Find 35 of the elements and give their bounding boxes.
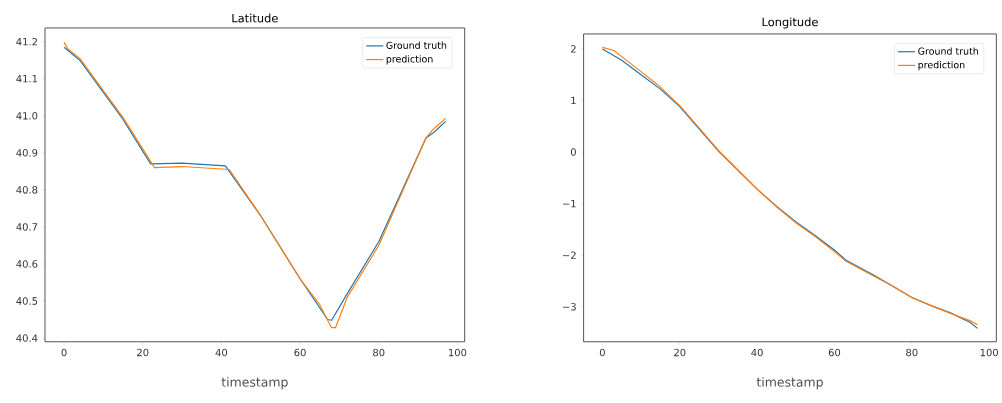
legend-label: Ground truth [386,41,447,50]
x-tick-label: 40 [215,348,228,357]
legend-label: prediction [918,61,965,71]
x-tick-label: 20 [137,348,149,357]
x-tick-label: 60 [828,348,841,357]
legend-label: Ground truth [918,47,978,55]
y-tick-label: 41.1 [16,75,38,83]
y-tick-label: −2 [562,251,576,259]
x-tick-label: 60 [294,348,306,357]
x-tick-label: 20 [674,348,686,357]
y-tick-label: 0 [570,148,576,156]
y-tick-label: 2 [571,45,576,53]
y-tick-label: 40.7 [16,223,38,231]
y-tick-label: 40.4 [16,334,38,342]
x-axis-title: timestamp [756,377,823,390]
y-tick-label: 40.8 [16,186,38,194]
y-tick-label: 40.9 [16,149,38,157]
x-tick-label: 0 [61,348,67,357]
y-tick-label: 1 [571,96,576,105]
x-tick-label: 80 [906,348,918,357]
y-tick-label: 40.5 [16,297,38,305]
y-tick-label: 41.0 [16,112,38,120]
x-tick-label: 80 [373,348,385,357]
y-tick-label: 41.2 [16,38,37,46]
y-tick-label: 40.6 [16,260,38,268]
x-tick-label: 40 [751,348,763,357]
x-axis-title: timestamp [221,377,288,390]
chart-title: Longitude [762,17,818,29]
x-tick-label: 100 [449,348,467,357]
x-tick-label: 0 [599,348,605,357]
chart-title: Latitude [232,13,278,23]
x-tick-label: 100 [980,348,999,357]
legend-label: prediction [386,55,433,65]
y-tick-label: −1 [562,200,576,208]
y-tick-label: −3 [562,303,576,311]
